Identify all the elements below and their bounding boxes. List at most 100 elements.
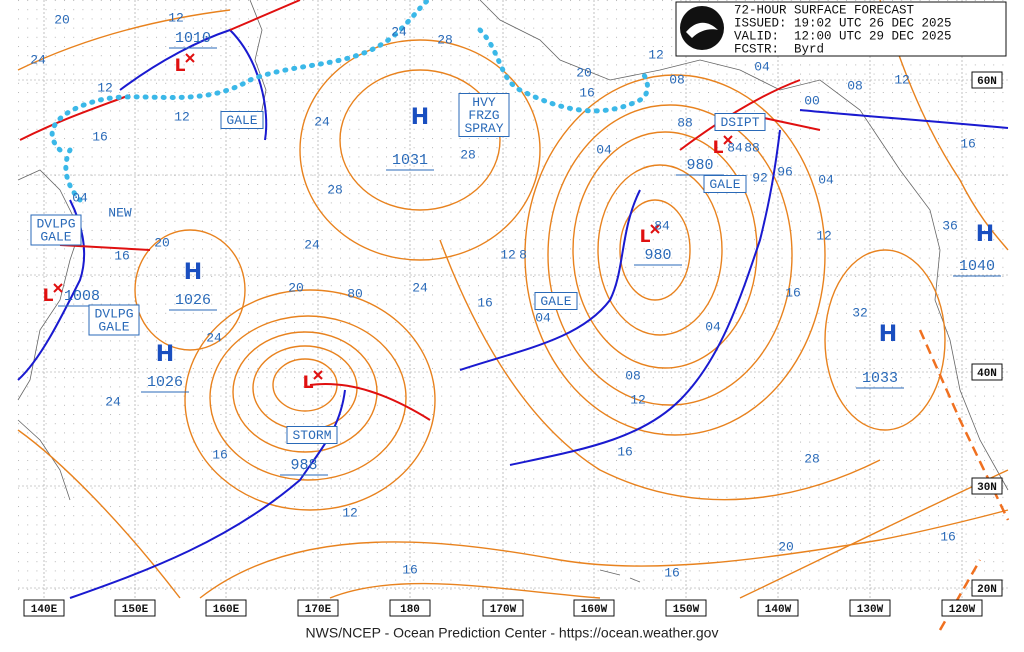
isobar-label: 04: [754, 59, 770, 74]
low-center-cross: [650, 224, 660, 234]
central-pressure: 1033: [862, 370, 898, 387]
isobar-label: 16: [212, 447, 228, 462]
warning-text: SPRAY: [464, 121, 503, 136]
isobar-label: 12: [500, 247, 516, 262]
isobar-label: 16: [940, 529, 956, 544]
isobar-label: 20: [576, 65, 592, 80]
central-pressure: 1026: [175, 292, 211, 309]
warning-text: GALE: [40, 229, 71, 244]
central-pressure: 988: [290, 457, 317, 474]
isobar-label: 32: [852, 305, 868, 320]
isobar-label: 80: [347, 286, 363, 301]
warning-box: [286, 426, 338, 444]
longitude-label: 180: [400, 604, 420, 616]
longitude-label: 160W: [581, 604, 608, 616]
latitude-label: 40N: [977, 368, 997, 380]
isobar-label: 20: [54, 12, 70, 27]
warning-box: [458, 93, 510, 137]
latitude-label-box: [971, 579, 1003, 597]
isobar-label: 04: [72, 190, 88, 205]
latitude-label: 20N: [977, 584, 997, 596]
isobar-label: 28: [804, 451, 820, 466]
longitude-label-box: [389, 599, 431, 617]
longitude-label: 170E: [305, 604, 332, 616]
header-box: 72-HOUR SURFACE FORECAST ISSUED: 19:02 U…: [675, 1, 1007, 57]
isobar-label: 08: [669, 72, 685, 87]
isobar-label: 20: [288, 280, 304, 295]
longitude-label-box: [757, 599, 799, 617]
longitude-label: 170W: [490, 604, 517, 616]
isobar-label: 16: [477, 295, 493, 310]
footer: NWS/NCEP - Ocean Prediction Center - htt…: [306, 625, 719, 641]
isobar-label: 12: [648, 47, 664, 62]
isobar-label: 24: [206, 330, 222, 345]
isobar-label: 00: [804, 93, 820, 108]
warning-text: STORM: [292, 428, 331, 443]
isobar-label: 12: [174, 109, 190, 124]
isobar-label: 12: [630, 392, 646, 407]
isobar-label: 16: [114, 248, 130, 263]
isobar-label: 16: [402, 562, 418, 577]
isobar-label: 88: [744, 140, 760, 155]
isobar-label: 16: [785, 285, 801, 300]
warning-box: [88, 304, 140, 336]
longitude-label-box: [665, 599, 707, 617]
isobar-label: 16: [664, 565, 680, 580]
longitude-label-box: [941, 599, 983, 617]
longitude-label: 150W: [673, 604, 700, 616]
isobar-label: 28: [460, 147, 476, 162]
warning-text: DSIPT: [720, 115, 759, 130]
longitude-label: 160E: [213, 604, 240, 616]
latitude-label: 30N: [977, 482, 997, 494]
central-pressure: 1040: [959, 258, 995, 275]
header-valid: VALID: 12:00 UTC 29 DEC 2025: [734, 29, 952, 43]
low-pressure-symbol: L: [640, 227, 651, 247]
isobar-label: 92: [752, 170, 768, 185]
low-pressure-symbol: L: [303, 373, 314, 393]
isobar-label: 16: [92, 129, 108, 144]
isobar-label: 04: [596, 142, 612, 157]
isobar-label: 8: [519, 247, 527, 262]
isobar-label: 24: [412, 280, 428, 295]
warning-text: GALE: [540, 294, 571, 309]
warning-box: [703, 175, 747, 193]
isobar-label: 96: [777, 164, 793, 179]
longitude-label: 140W: [765, 604, 792, 616]
isobar-label: 12: [816, 228, 832, 243]
low-pressure-symbol: L: [175, 56, 186, 76]
central-pressure: 1031: [392, 152, 428, 169]
isobar-label: 24: [304, 237, 320, 252]
isobar-label: 24: [30, 52, 46, 67]
header-title: 72-HOUR SURFACE FORECAST: [734, 3, 915, 17]
low-center-cross: [723, 135, 733, 145]
warning-text: GALE: [709, 177, 740, 192]
high-pressure-symbol: H: [184, 260, 202, 285]
latitude-label-box: [971, 477, 1003, 495]
isobar-label: 28: [327, 182, 343, 197]
warning-box: [534, 292, 578, 310]
warning-box: [714, 113, 766, 131]
warning-box: [30, 214, 82, 246]
freezing-spray-areas: [49, 0, 650, 203]
longitude-label-box: [114, 599, 156, 617]
longitude-label: 120W: [949, 604, 976, 616]
central-pressure: 980: [686, 157, 713, 174]
warning-text: GALE: [98, 319, 129, 334]
latitude-label-box: [971, 363, 1003, 381]
central-pressure: 1010: [175, 30, 211, 47]
graticule: [18, 0, 1008, 598]
warning-box: [220, 111, 264, 129]
longitude-label-box: [205, 599, 247, 617]
header-issued: ISSUED: 19:02 UTC 26 DEC 2025: [734, 16, 952, 30]
low-center-cross: [53, 283, 63, 293]
latitude-label-box: [971, 71, 1003, 89]
central-pressure: 1026: [147, 374, 183, 391]
warning-text: GALE: [226, 113, 257, 128]
isobar-label: 08: [625, 368, 641, 383]
longitude-label: 130W: [857, 604, 884, 616]
isobar-label: 04: [818, 172, 834, 187]
warning-text: FRZG: [468, 108, 499, 123]
longitude-label-box: [849, 599, 891, 617]
labels: 140E 150E 160E 170E 180 170W 160W 150W 140W 130W 1…: [23, 10, 1003, 617]
